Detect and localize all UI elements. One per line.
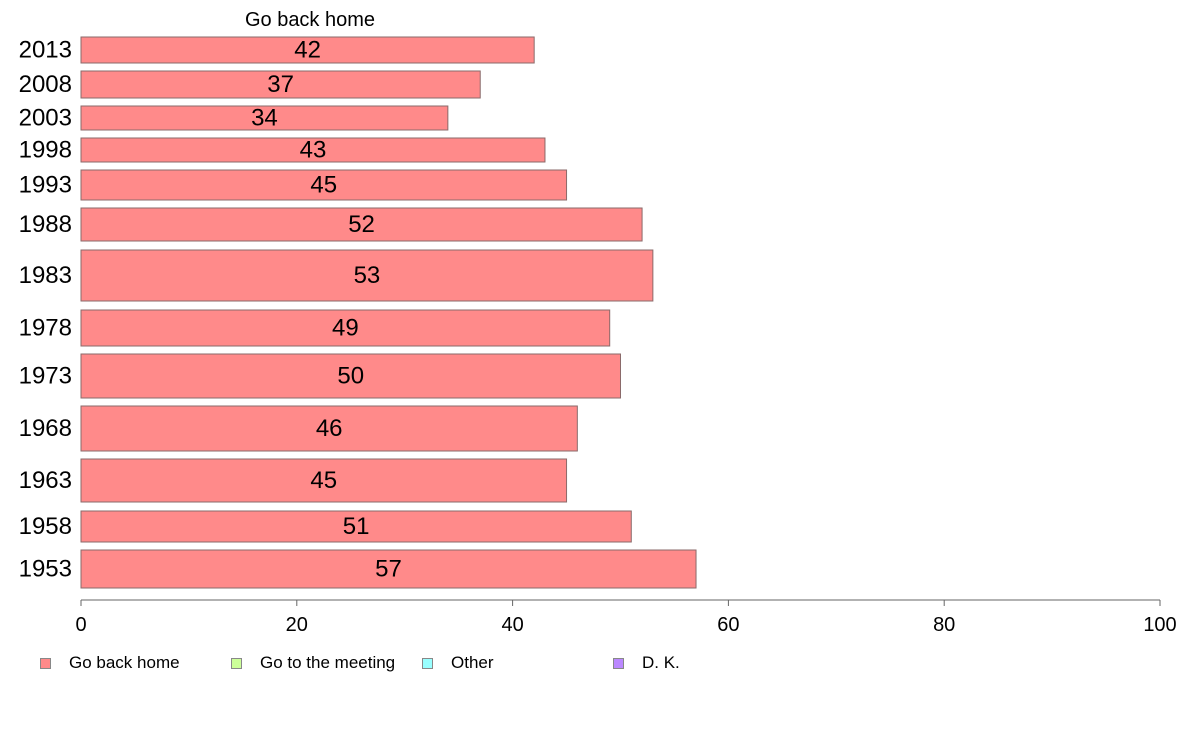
category-label: 1958 xyxy=(19,513,72,540)
bar xyxy=(80,353,621,399)
data-label: 50 xyxy=(337,363,364,390)
category-label: 1978 xyxy=(19,315,72,342)
legend-label: D. K. xyxy=(642,653,680,672)
legend-label: Go to the meeting xyxy=(260,653,396,672)
bar xyxy=(80,405,578,452)
series-title: Go back home xyxy=(245,9,375,31)
legend-item-go-back-home: Go back home xyxy=(40,650,180,676)
data-label: 46 xyxy=(316,415,343,442)
data-label: 51 xyxy=(343,513,370,540)
category-label: 1983 xyxy=(19,262,72,289)
data-label: 57 xyxy=(375,556,402,583)
data-label: 53 xyxy=(354,262,381,289)
bar xyxy=(80,249,654,302)
data-label: 45 xyxy=(310,467,337,494)
data-label: 43 xyxy=(300,137,327,164)
bar xyxy=(80,549,697,589)
bar-chart: Go back home 2013 42 2008 37 2003 34 1998 43 199… xyxy=(19,9,1177,636)
category-label: 2013 xyxy=(19,37,72,64)
legend-swatch-go-to-the-meeting xyxy=(231,657,242,669)
category-label: 1993 xyxy=(19,172,72,199)
x-tick-label: 0 xyxy=(75,614,86,636)
legend-item-go-to-the-meeting: Go to the meeting xyxy=(231,650,395,676)
legend: Go back home Go to the meeting Other D. … xyxy=(0,650,1188,676)
bar xyxy=(80,207,643,242)
x-axis: 0 20 40 60 80 100 xyxy=(75,599,1177,636)
data-label: 49 xyxy=(332,315,359,342)
bar xyxy=(80,169,568,201)
data-label: 45 xyxy=(310,172,337,199)
legend-swatch-dk xyxy=(613,657,624,669)
bar xyxy=(80,137,546,163)
x-tick-label: 40 xyxy=(501,614,523,636)
bar xyxy=(80,510,632,543)
category-label: 1988 xyxy=(19,211,72,238)
legend-item-dk: D. K. xyxy=(613,650,680,676)
x-tick-label: 20 xyxy=(286,614,308,636)
data-label: 37 xyxy=(267,71,294,98)
data-label: 34 xyxy=(251,105,278,132)
x-tick-label: 80 xyxy=(933,614,955,636)
category-label: 1963 xyxy=(19,467,72,494)
category-label: 1953 xyxy=(19,556,72,583)
bar xyxy=(80,105,449,131)
legend-item-other: Other xyxy=(422,650,494,676)
bar xyxy=(80,70,481,99)
bar xyxy=(80,36,535,64)
bars-group: 2013 42 2008 37 2003 34 1998 43 1993 45 1988 52 1983… xyxy=(19,36,697,589)
category-label: 1968 xyxy=(19,415,72,442)
data-label: 52 xyxy=(348,211,375,238)
category-label: 2003 xyxy=(19,105,72,132)
legend-swatch-other xyxy=(422,657,433,669)
legend-label: Other xyxy=(451,653,494,672)
category-label: 1998 xyxy=(19,137,72,164)
x-tick-label: 60 xyxy=(717,614,739,636)
data-label: 42 xyxy=(294,37,321,64)
category-label: 2008 xyxy=(19,71,72,98)
bar xyxy=(80,458,568,503)
legend-label: Go back home xyxy=(69,653,180,672)
legend-swatch-go-back-home xyxy=(40,657,51,669)
x-tick-label: 100 xyxy=(1143,614,1176,636)
category-label: 1973 xyxy=(19,363,72,390)
bar xyxy=(80,309,611,347)
